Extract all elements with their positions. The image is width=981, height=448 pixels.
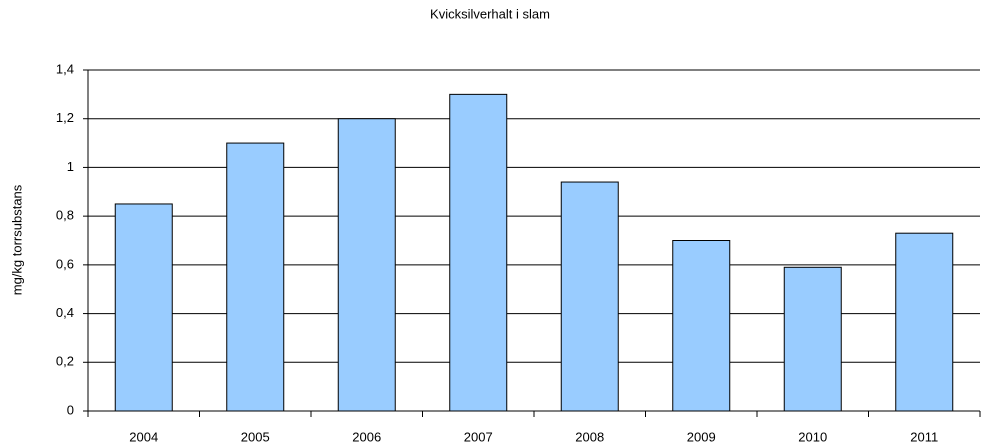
bar xyxy=(672,240,731,412)
y-tick-label: 0,4 xyxy=(56,305,74,320)
y-axis-label: mg/kg torrsubstans xyxy=(9,184,24,295)
chart-title: Kvicksilverhalt i slam xyxy=(430,6,550,21)
bar xyxy=(337,118,396,412)
bar xyxy=(560,181,619,412)
x-tick-label: 2010 xyxy=(798,429,827,444)
bar xyxy=(895,232,954,412)
y-tick-label: 1 xyxy=(67,159,74,174)
y-tick-label: 0 xyxy=(67,402,74,417)
x-tick-label: 2005 xyxy=(241,429,270,444)
y-tick-label: 1,4 xyxy=(56,61,74,76)
y-tick-label: 0,8 xyxy=(56,208,74,223)
bar xyxy=(114,203,173,412)
x-tick-label: 2007 xyxy=(464,429,493,444)
x-tick-label: 2008 xyxy=(575,429,604,444)
bar xyxy=(783,266,842,412)
x-tick-label: 2011 xyxy=(910,429,938,444)
y-tick-label: 1,2 xyxy=(56,110,74,125)
x-tick-label: 2006 xyxy=(352,429,381,444)
y-tick-label: 0,6 xyxy=(56,256,74,271)
y-tick-label: 0,2 xyxy=(56,354,74,369)
x-tick-label: 2004 xyxy=(129,429,158,444)
bar xyxy=(226,142,285,412)
x-tick-label: 2009 xyxy=(687,429,716,444)
bar xyxy=(449,93,508,412)
